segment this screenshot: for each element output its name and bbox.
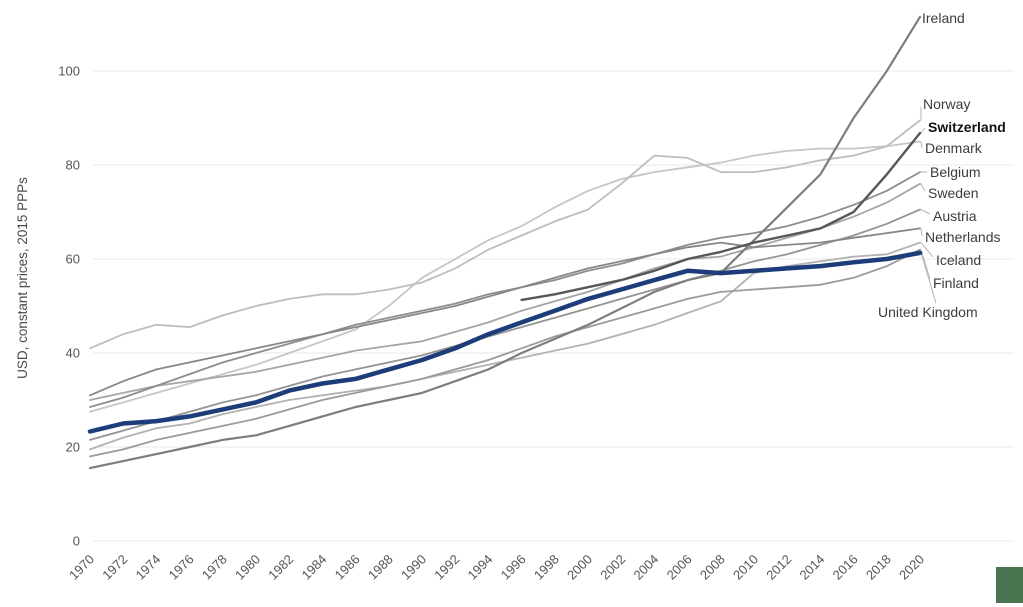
label-leader-lines	[917, 16, 937, 304]
x-tick-label: 2018	[863, 552, 894, 583]
series-line-sweden	[89, 182, 921, 401]
x-tick-label: 2002	[597, 552, 628, 583]
x-tick-label: 1978	[199, 552, 230, 583]
x-tick-label: 2000	[564, 552, 595, 583]
series-lines	[87, 15, 923, 470]
x-tick-label: 2008	[697, 552, 728, 583]
country-label-ireland: Ireland	[922, 10, 965, 26]
x-tick-label: 1998	[531, 552, 562, 583]
y-tick-label: 40	[66, 346, 80, 361]
country-label-switzerland: Switzerland	[928, 119, 1006, 135]
series-line-united-kingdom	[87, 250, 923, 434]
country-label-iceland: Iceland	[936, 252, 981, 268]
x-tick-label: 1984	[298, 552, 329, 583]
x-tick-label: 1974	[132, 552, 163, 583]
series-line-denmark	[89, 140, 921, 413]
x-tick-label: 1990	[398, 552, 429, 583]
series-line-iceland	[89, 241, 921, 451]
y-axis-title: USD, constant prices, 2015 PPPs	[15, 177, 30, 379]
y-tick-label: 100	[58, 64, 80, 79]
series-line-finland	[89, 248, 921, 458]
x-tick-label: 1992	[431, 552, 462, 583]
leader-line	[920, 127, 926, 134]
x-tick-label: 1986	[332, 552, 363, 583]
x-tick-label: 2006	[664, 552, 695, 583]
leader-line	[920, 228, 923, 237]
leader-line	[920, 242, 934, 258]
x-tick-label: 2004	[630, 552, 661, 583]
x-tick-label: 2012	[763, 552, 794, 583]
x-axis-tick-labels: 1970 1972 1974 1976 1978 1980 1982 1984 1986 1988…	[66, 552, 927, 583]
y-tick-label: 20	[66, 440, 80, 455]
series-line-belgium	[89, 171, 921, 408]
series-line-austria	[89, 208, 921, 441]
x-tick-label: 2016	[830, 552, 861, 583]
leader-line	[920, 252, 937, 304]
country-label-sweden: Sweden	[928, 185, 979, 201]
y-tick-label: 80	[66, 158, 80, 173]
x-tick-label: 1976	[166, 552, 197, 583]
x-tick-label: 1980	[232, 552, 263, 583]
x-tick-label: 1972	[99, 552, 130, 583]
leader-line	[920, 183, 926, 192]
country-label-norway: Norway	[923, 96, 970, 112]
series-line-netherlands	[89, 227, 921, 397]
x-tick-label: 1970	[66, 552, 97, 583]
country-labels: Denmark Norway Iceland Sweden Finland Austria…	[878, 10, 1006, 320]
leader-line	[920, 249, 931, 280]
y-tick-label: 0	[73, 534, 80, 549]
x-tick-label: 1994	[464, 552, 495, 583]
green-corner-decoration	[996, 567, 1023, 603]
country-label-finland: Finland	[933, 275, 979, 291]
country-label-united-kingdom: United Kingdom	[878, 304, 978, 320]
series-line-norway	[89, 119, 921, 350]
country-label-denmark: Denmark	[925, 140, 983, 156]
x-tick-label: 1996	[498, 552, 529, 583]
y-axis-tick-labels: 0 20 40 60 80 100	[58, 64, 80, 549]
x-tick-label: 2020	[896, 552, 927, 583]
series-line-switzerland	[520, 131, 922, 302]
leader-line	[920, 141, 923, 149]
country-label-austria: Austria	[933, 208, 977, 224]
y-tick-label: 60	[66, 252, 80, 267]
country-label-belgium: Belgium	[930, 164, 981, 180]
x-tick-label: 1988	[365, 552, 396, 583]
x-tick-label: 2014	[796, 552, 827, 583]
x-tick-label: 1982	[265, 552, 296, 583]
gridlines	[93, 70, 1014, 542]
series-line-ireland	[88, 15, 922, 470]
x-tick-label: 2010	[730, 552, 761, 583]
leader-line	[920, 209, 931, 215]
country-label-netherlands: Netherlands	[925, 229, 1001, 245]
